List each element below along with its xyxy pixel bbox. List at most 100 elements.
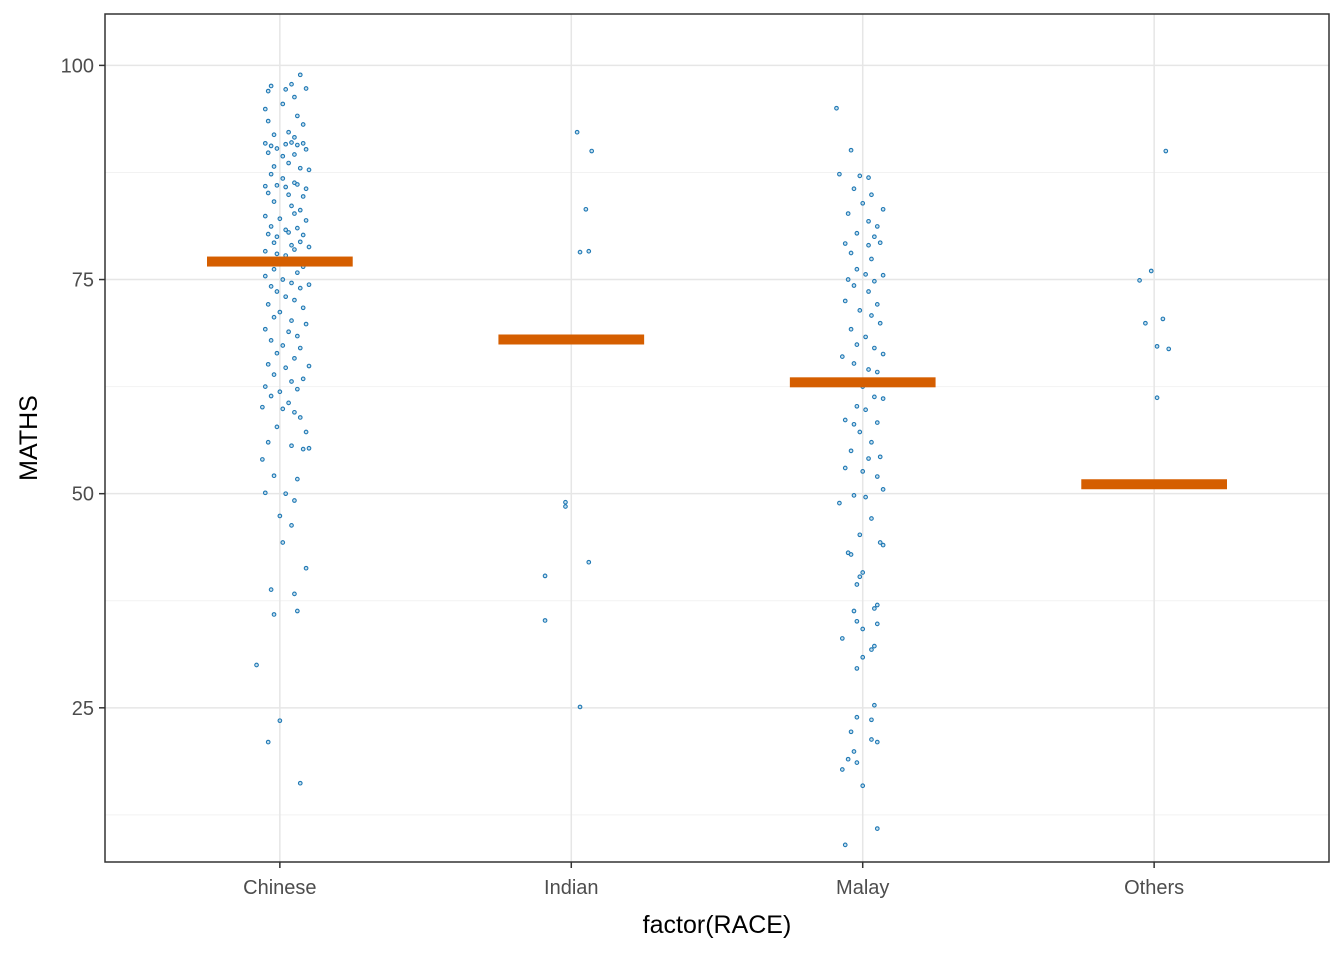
x-tick-label: Others bbox=[1124, 877, 1184, 899]
data-point bbox=[271, 314, 277, 320]
data-point bbox=[268, 393, 274, 399]
data-point bbox=[874, 302, 880, 307]
data-point bbox=[869, 439, 874, 445]
data-point bbox=[1143, 320, 1148, 326]
data-point bbox=[274, 289, 280, 294]
data-point bbox=[280, 277, 286, 282]
data-point bbox=[262, 384, 268, 389]
data-point bbox=[262, 490, 268, 496]
y-tick-label: 50 bbox=[72, 484, 94, 506]
data-point bbox=[851, 361, 857, 366]
data-point bbox=[289, 242, 294, 248]
data-point bbox=[866, 218, 871, 224]
data-point bbox=[289, 523, 294, 528]
data-point bbox=[268, 143, 274, 149]
data-point bbox=[300, 305, 306, 311]
data-point bbox=[300, 140, 306, 146]
data-point bbox=[866, 242, 871, 248]
data-point bbox=[542, 573, 548, 579]
y-axis-title: MATHS bbox=[15, 395, 43, 481]
data-point bbox=[294, 608, 300, 614]
data-point bbox=[292, 134, 297, 140]
data-point bbox=[851, 421, 857, 427]
data-point bbox=[289, 379, 294, 384]
data-point bbox=[863, 494, 868, 500]
data-point bbox=[842, 465, 848, 471]
data-point bbox=[271, 199, 277, 204]
mean-bar bbox=[207, 256, 353, 267]
data-point bbox=[286, 160, 291, 166]
data-point bbox=[292, 152, 297, 157]
data-point bbox=[300, 376, 306, 382]
data-point bbox=[277, 513, 283, 519]
data-point bbox=[860, 570, 866, 575]
y-axis: 25 50 75 100 bbox=[61, 55, 105, 720]
major-gridlines bbox=[105, 14, 1329, 862]
data-point bbox=[854, 714, 860, 720]
data-point bbox=[866, 367, 871, 372]
data-point bbox=[874, 602, 880, 608]
data-point bbox=[297, 239, 303, 245]
data-point bbox=[872, 643, 877, 649]
y-tick-label: 75 bbox=[72, 270, 94, 292]
data-point bbox=[845, 277, 851, 282]
data-point bbox=[280, 176, 286, 181]
data-point bbox=[869, 313, 874, 318]
data-point bbox=[586, 248, 592, 254]
data-point bbox=[286, 230, 291, 235]
x-tick-label: Malay bbox=[836, 877, 889, 899]
data-point bbox=[869, 647, 874, 652]
data-point bbox=[834, 105, 839, 111]
data-point bbox=[872, 234, 877, 240]
data-point bbox=[297, 415, 303, 420]
data-point bbox=[577, 704, 583, 710]
data-point bbox=[294, 142, 300, 148]
data-point bbox=[280, 153, 286, 159]
data-point bbox=[589, 148, 595, 154]
data-point bbox=[283, 294, 289, 300]
data-point bbox=[848, 250, 854, 256]
mean-bar bbox=[789, 377, 936, 388]
data-point bbox=[880, 206, 886, 212]
data-point bbox=[297, 780, 303, 786]
data-point bbox=[854, 760, 860, 765]
data-point bbox=[289, 203, 294, 209]
data-point bbox=[286, 400, 291, 406]
data-point bbox=[845, 756, 851, 762]
data-point bbox=[260, 457, 265, 462]
data-point bbox=[300, 194, 306, 199]
data-point bbox=[860, 626, 866, 632]
data-point bbox=[851, 493, 857, 498]
data-point bbox=[280, 540, 286, 545]
plot-panel-background bbox=[105, 14, 1329, 862]
data-point bbox=[842, 842, 848, 848]
data-point bbox=[268, 171, 274, 177]
data-point bbox=[300, 446, 306, 452]
x-axis: Chinese Indian Malay Others bbox=[243, 862, 1184, 899]
x-axis-title: factor(RACE) bbox=[643, 911, 792, 939]
data-point bbox=[265, 361, 271, 367]
data-point bbox=[283, 227, 289, 233]
data-point bbox=[286, 129, 291, 135]
data-point bbox=[306, 244, 312, 250]
data-point bbox=[877, 540, 883, 545]
mean-markers bbox=[207, 256, 1227, 490]
data-point bbox=[262, 326, 268, 332]
data-point bbox=[297, 165, 303, 171]
data-point bbox=[848, 552, 854, 557]
data-point bbox=[860, 654, 866, 660]
data-point bbox=[280, 101, 286, 107]
data-point bbox=[869, 192, 874, 198]
data-point bbox=[271, 473, 277, 479]
data-point bbox=[860, 200, 866, 206]
data-point bbox=[872, 702, 877, 708]
data-point bbox=[857, 308, 863, 313]
data-point bbox=[880, 542, 886, 548]
data-point bbox=[848, 147, 854, 153]
data-point bbox=[303, 321, 309, 327]
data-point bbox=[860, 783, 866, 789]
data-point bbox=[866, 175, 871, 180]
data-point bbox=[877, 320, 883, 326]
data-point bbox=[292, 297, 297, 303]
